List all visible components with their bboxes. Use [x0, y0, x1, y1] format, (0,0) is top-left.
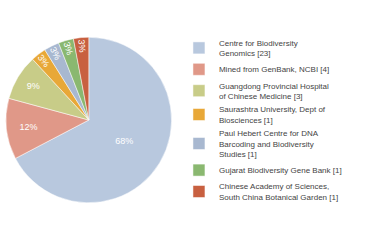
svg-text:Chinese Academy of Sciences,So: Chinese Academy of Sciences,South China …	[219, 182, 338, 201]
svg-text:3%: 3%	[62, 41, 75, 56]
svg-text:Guangdong Provincial Hospitalo: Guangdong Provincial Hospitalof Chinese …	[219, 82, 329, 101]
svg-text:3%: 3%	[76, 39, 87, 53]
svg-text:Centre for BiodiversityGenomic: Centre for BiodiversityGenomics [23]	[219, 39, 298, 58]
svg-text:3%: 3%	[48, 45, 63, 61]
svg-text:68%: 68%	[115, 136, 133, 146]
svg-text:Paul Hebert Centre for DNABarc: Paul Hebert Centre for DNABarcoding and …	[219, 129, 319, 159]
svg-text:3%: 3%	[36, 53, 52, 69]
svg-text:9%: 9%	[27, 81, 40, 91]
svg-text:12%: 12%	[19, 122, 37, 132]
svg-text:Mined from GenBank, NCBI [4]: Mined from GenBank, NCBI [4]	[219, 65, 329, 74]
svg-text:Gujarat Biodiversity Gene Bank: Gujarat Biodiversity Gene Bank [1]	[219, 166, 342, 175]
svg-text:Saurashtra University, Dept of: Saurashtra University, Dept ofBioscience…	[219, 105, 326, 124]
